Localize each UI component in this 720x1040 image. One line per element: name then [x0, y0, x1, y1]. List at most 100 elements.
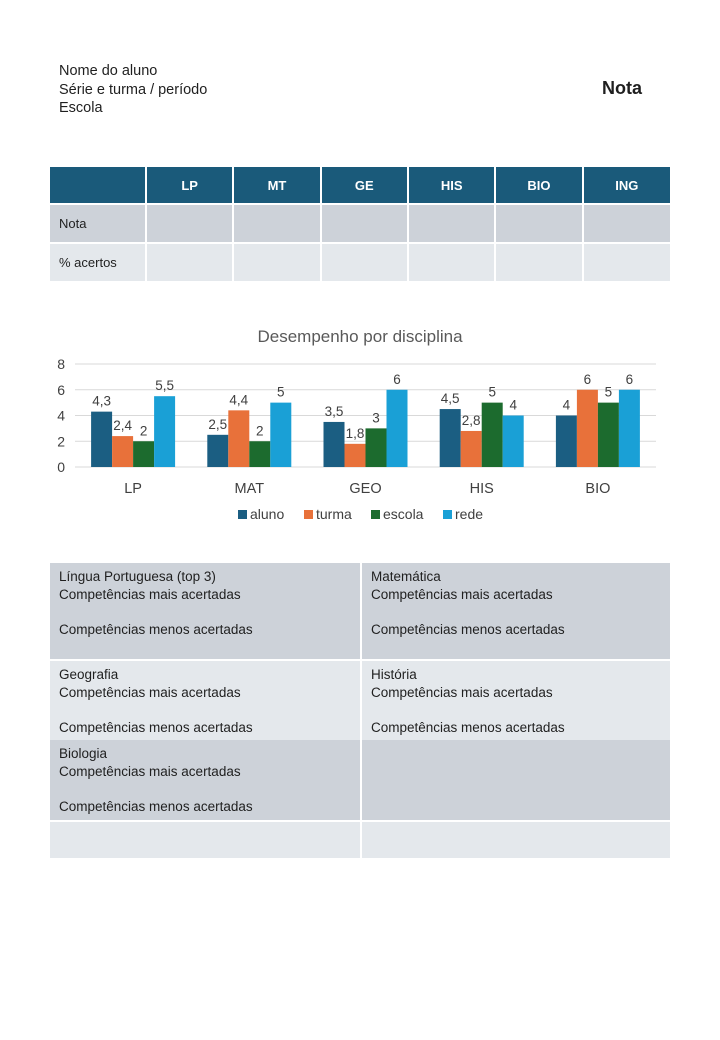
- subject-title: Biologia: [59, 746, 108, 761]
- student-name: Nome do aluno: [59, 63, 158, 79]
- data-label: 2,4: [113, 418, 132, 433]
- legend-swatch-aluno: [238, 510, 247, 519]
- bar-turma: [460, 430, 482, 467]
- legend-label: rede: [455, 506, 483, 522]
- y-tick-label: 8: [57, 356, 65, 372]
- bar-escola: [365, 428, 387, 467]
- bar-aluno: [439, 409, 461, 467]
- data-label: 1,8: [346, 426, 365, 441]
- score-cell: [581, 242, 670, 281]
- least-correct-label: Competências menos acertadas: [371, 719, 565, 735]
- data-label: 5: [605, 385, 613, 400]
- bar-escola: [133, 441, 155, 467]
- student-info: Nome do aluno Série e turma / período Es…: [59, 62, 207, 118]
- competency-card-lp: Língua Portuguesa (top 3) Competências m…: [50, 563, 360, 659]
- data-label: 4: [509, 398, 517, 413]
- bar-aluno: [91, 411, 113, 467]
- bar-turma: [112, 436, 134, 467]
- bar-escola: [481, 402, 503, 467]
- data-label: 4,3: [92, 394, 111, 409]
- score-cell: [494, 242, 583, 281]
- score-cell: [232, 203, 321, 243]
- grade-label: Nota: [602, 78, 642, 98]
- legend-swatch-turma: [304, 510, 313, 519]
- data-label: 5: [488, 385, 496, 400]
- legend-swatch-escola: [371, 510, 380, 519]
- legend-swatch-rede: [443, 510, 452, 519]
- data-label: 3,5: [325, 404, 344, 419]
- scores-header-row: LP MT GE HIS BIO ING: [50, 167, 670, 204]
- least-correct-label: Competências menos acertadas: [59, 719, 253, 735]
- legend-label: escola: [383, 506, 424, 522]
- column-header: HIS: [406, 167, 496, 204]
- most-correct-label: Competências mais acertadas: [59, 586, 241, 602]
- table-row: % acertos: [50, 242, 670, 281]
- most-correct-label: Competências mais acertadas: [371, 586, 553, 602]
- bar-rede: [502, 415, 524, 467]
- y-tick-label: 6: [57, 382, 65, 398]
- school-name: Escola: [59, 100, 103, 116]
- x-tick-label: HIS: [470, 481, 494, 497]
- data-label: 6: [393, 372, 401, 387]
- bar-aluno: [555, 415, 577, 467]
- score-cell: [406, 203, 496, 243]
- score-cell: [144, 242, 234, 281]
- performance-chart: Desempenho por disciplina 0 2 4 6 8 4,3 2,4 2 5,…: [50, 322, 670, 532]
- score-cell: [581, 203, 670, 243]
- most-correct-label: Competências mais acertadas: [59, 763, 241, 779]
- data-label: 2,5: [208, 417, 227, 432]
- competency-card-bio: Biologia Competências mais acertadas Com…: [50, 740, 360, 820]
- bar-rede: [618, 389, 640, 467]
- competency-card-his: História Competências mais acertadas Com…: [360, 659, 670, 740]
- subject-title: Matemática: [371, 569, 441, 584]
- y-tick-label: 2: [57, 433, 65, 449]
- bar-turma: [344, 443, 366, 467]
- column-header: BIO: [494, 167, 583, 204]
- legend-label: aluno: [250, 506, 284, 522]
- column-header: GE: [319, 167, 408, 204]
- score-cell: [494, 203, 583, 243]
- competency-card-mat: Matemática Competências mais acertadas C…: [360, 563, 670, 659]
- x-tick-label: LP: [124, 481, 142, 497]
- data-label: 5,5: [155, 378, 174, 393]
- bar-rede: [154, 396, 176, 467]
- competency-card-geo: Geografia Competências mais acertadas Co…: [50, 659, 360, 740]
- chart-svg: Desempenho por disciplina 0 2 4 6 8 4,32,4 2 5,…: [57, 327, 656, 522]
- competencies-grid: Língua Portuguesa (top 3) Competências m…: [50, 563, 670, 858]
- score-cell: [144, 203, 234, 243]
- data-label: 5: [277, 385, 285, 400]
- row-label: % acertos: [50, 242, 146, 281]
- column-header: LP: [144, 167, 234, 204]
- least-correct-label: Competências menos acertadas: [371, 621, 565, 637]
- legend-label: turma: [316, 506, 352, 522]
- x-tick-label: GEO: [349, 481, 381, 497]
- empty-cell: [360, 820, 670, 858]
- most-correct-label: Competências mais acertadas: [59, 684, 241, 700]
- y-tick-label: 0: [57, 459, 65, 475]
- chart-title: Desempenho por disciplina: [257, 327, 463, 346]
- table-row: Nota: [50, 203, 670, 243]
- score-cell: [319, 242, 408, 281]
- subject-title: Língua Portuguesa (top 3): [59, 569, 216, 584]
- most-correct-label: Competências mais acertadas: [371, 684, 553, 700]
- bar-turma: [228, 410, 250, 467]
- subject-title: Geografia: [59, 667, 119, 682]
- column-header: [50, 167, 146, 204]
- score-cell: [406, 242, 496, 281]
- data-label: 6: [626, 372, 634, 387]
- y-tick-label: 4: [57, 408, 65, 424]
- x-tick-label: MAT: [235, 481, 265, 497]
- bar-aluno: [207, 434, 229, 467]
- column-header: ING: [581, 167, 670, 204]
- bar-escola: [597, 402, 619, 467]
- data-label: 3: [372, 410, 380, 425]
- subject-title: História: [371, 667, 417, 682]
- bar-turma: [576, 389, 598, 467]
- data-label: 2: [256, 423, 264, 438]
- score-cell: [319, 203, 408, 243]
- data-label: 4,4: [229, 392, 248, 407]
- bar-aluno: [323, 421, 345, 467]
- data-label: 2,8: [462, 413, 481, 428]
- scores-table: LP MT GE HIS BIO ING Nota % acertos: [50, 167, 670, 281]
- least-correct-label: Competências menos acertadas: [59, 621, 253, 637]
